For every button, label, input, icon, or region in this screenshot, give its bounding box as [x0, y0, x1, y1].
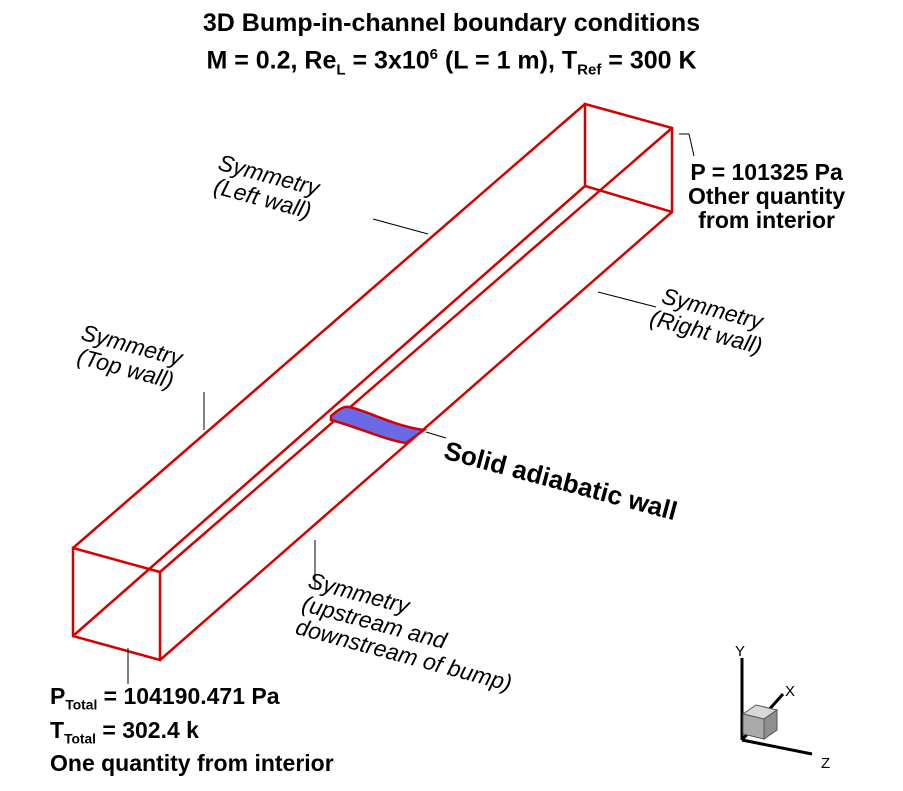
- inlet-face: [71, 546, 162, 662]
- label-outlet: P = 101325 Pa Other quantity from interi…: [688, 159, 846, 233]
- leader-left-wall: [372, 218, 429, 235]
- label-inlet: PTotal = 104190.471 Pa TTotal = 302.4 k …: [50, 683, 334, 777]
- diagram-title: 3D Bump-in-channel boundary conditions: [202, 9, 701, 37]
- leader-bump: [425, 431, 447, 439]
- edge-top-left: [72, 103, 586, 549]
- edge-bottom-left: [72, 185, 586, 637]
- axis-y-label: Y: [735, 643, 745, 660]
- axis-x-label: X: [785, 683, 795, 700]
- bump-surface: [329, 405, 428, 445]
- outlet-face: [583, 102, 674, 214]
- diagram-subtitle: M = 0.2, ReL = 3x106 (L = 1 m), TRef = 3…: [206, 46, 697, 79]
- axis-z-label: Z: [821, 755, 830, 772]
- axis-triad: [740, 658, 813, 756]
- triad-cube: [741, 704, 779, 740]
- edge-top-right: [159, 127, 673, 573]
- leader-outlet-2: [688, 133, 695, 157]
- leader-right-wall: [597, 291, 657, 308]
